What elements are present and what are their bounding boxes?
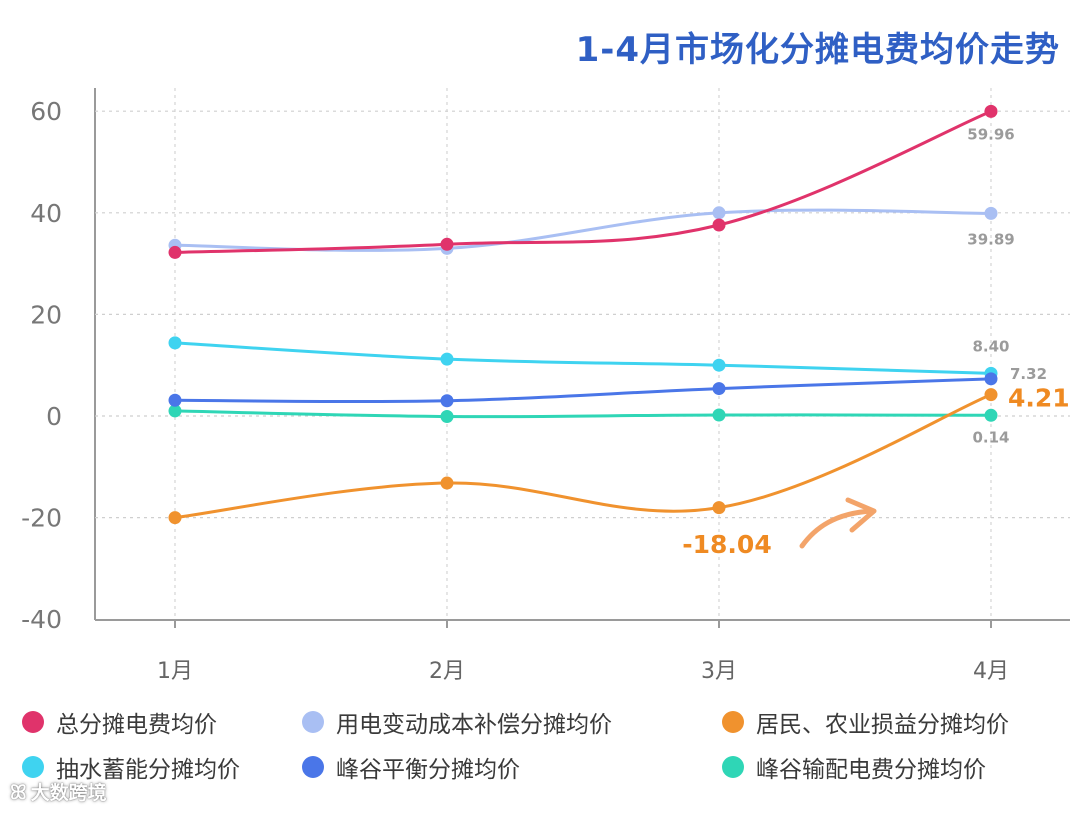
data-label: 7.32 [1010,365,1047,383]
y-tick-label: -40 [21,605,62,634]
legend-item[interactable]: 抽水蓄能分摊均价 [22,750,240,784]
x-tick-label: 4月 [973,659,1009,684]
data-point-1-2 [712,206,726,220]
y-tick-label: 0 [46,402,62,431]
legend-marker-icon [302,711,324,733]
data-point-5-1 [440,410,454,424]
x-tick-label: 3月 [701,659,737,684]
data-point-0-0 [168,245,182,259]
x-tick-label: 1月 [157,659,193,684]
data-point-0-2 [712,218,726,232]
data-label-highlight: 4.21 [1008,384,1070,413]
chart-title: 1-4月市场化分摊电费均价走势 [575,30,1060,70]
data-point-3-2 [712,358,726,372]
legend-label: 用电变动成本补偿分摊均价 [336,712,612,738]
legend-item[interactable]: 总分摊电费均价 [22,705,217,739]
legend-marker-icon [302,756,324,778]
legend-label: 峰谷平衡分摊均价 [336,757,520,783]
legend-item[interactable]: 峰谷输配电费分摊均价 [722,750,986,784]
data-point-5-0 [168,404,182,418]
data-point-3-1 [440,352,454,366]
data-point-2-1 [440,476,454,490]
legend-marker-icon [22,711,44,733]
series-line-1 [173,208,993,252]
series-line-0 [173,109,993,254]
data-point-2-2 [712,501,726,515]
data-point-2-0 [168,511,182,525]
data-label-highlight: -18.04 [682,530,771,559]
legend: 总分摊电费均价 用电变动成本补偿分摊均价 居民、农业损益分摊均价抽水蓄能分摊均价 峰谷… [0,700,1080,790]
legend-marker-icon [22,756,44,778]
legend-item[interactable]: 居民、农业损益分摊均价 [722,705,1009,739]
data-label: 39.89 [967,230,1014,248]
data-point-0-1 [440,237,454,251]
data-point-1-3 [984,206,998,220]
data-point-0-3 [984,104,998,118]
series-line-5 [173,409,993,419]
legend-item[interactable]: 峰谷平衡分摊均价 [302,750,520,784]
data-point-2-3 [984,388,998,402]
data-label: 8.40 [972,337,1009,355]
data-point-3-0 [168,336,182,350]
data-point-4-2 [712,382,726,396]
watermark: ꕤ 大数跨境 [10,778,107,805]
series-line-2 [173,393,993,520]
legend-label: 峰谷输配电费分摊均价 [756,757,986,783]
legend-label: 抽水蓄能分摊均价 [56,757,240,783]
series-line-3 [173,341,993,375]
y-tick-label: 60 [30,97,62,126]
data-label: 0.14 [972,428,1009,446]
trend-arrow-head [845,497,877,533]
data-label: 59.96 [967,125,1014,143]
data-point-4-0 [168,393,182,407]
watermark-logo-icon: ꕤ [10,779,27,804]
data-point-4-1 [440,394,454,408]
legend-label: 总分摊电费均价 [56,712,217,738]
y-tick-label: 20 [30,300,62,329]
data-point-5-2 [712,408,726,422]
legend-marker-icon [722,711,744,733]
legend-item[interactable]: 用电变动成本补偿分摊均价 [302,705,612,739]
data-point-4-3 [984,372,998,386]
series-line-4 [173,377,993,404]
line-chart: 60 40 20 0 -20 -40 1月 2月 3月 4月 59.96 39.89 8.407.32 0… [21,88,1070,684]
y-tick-label: -20 [21,504,62,533]
watermark-text: 大数跨境 [30,782,107,804]
legend-label: 居民、农业损益分摊均价 [756,712,1009,738]
y-tick-label: 40 [30,199,62,228]
x-tick-label: 2月 [429,659,465,684]
legend-marker-icon [722,756,744,778]
trend-arrow [799,508,875,549]
data-point-5-3 [984,408,998,422]
